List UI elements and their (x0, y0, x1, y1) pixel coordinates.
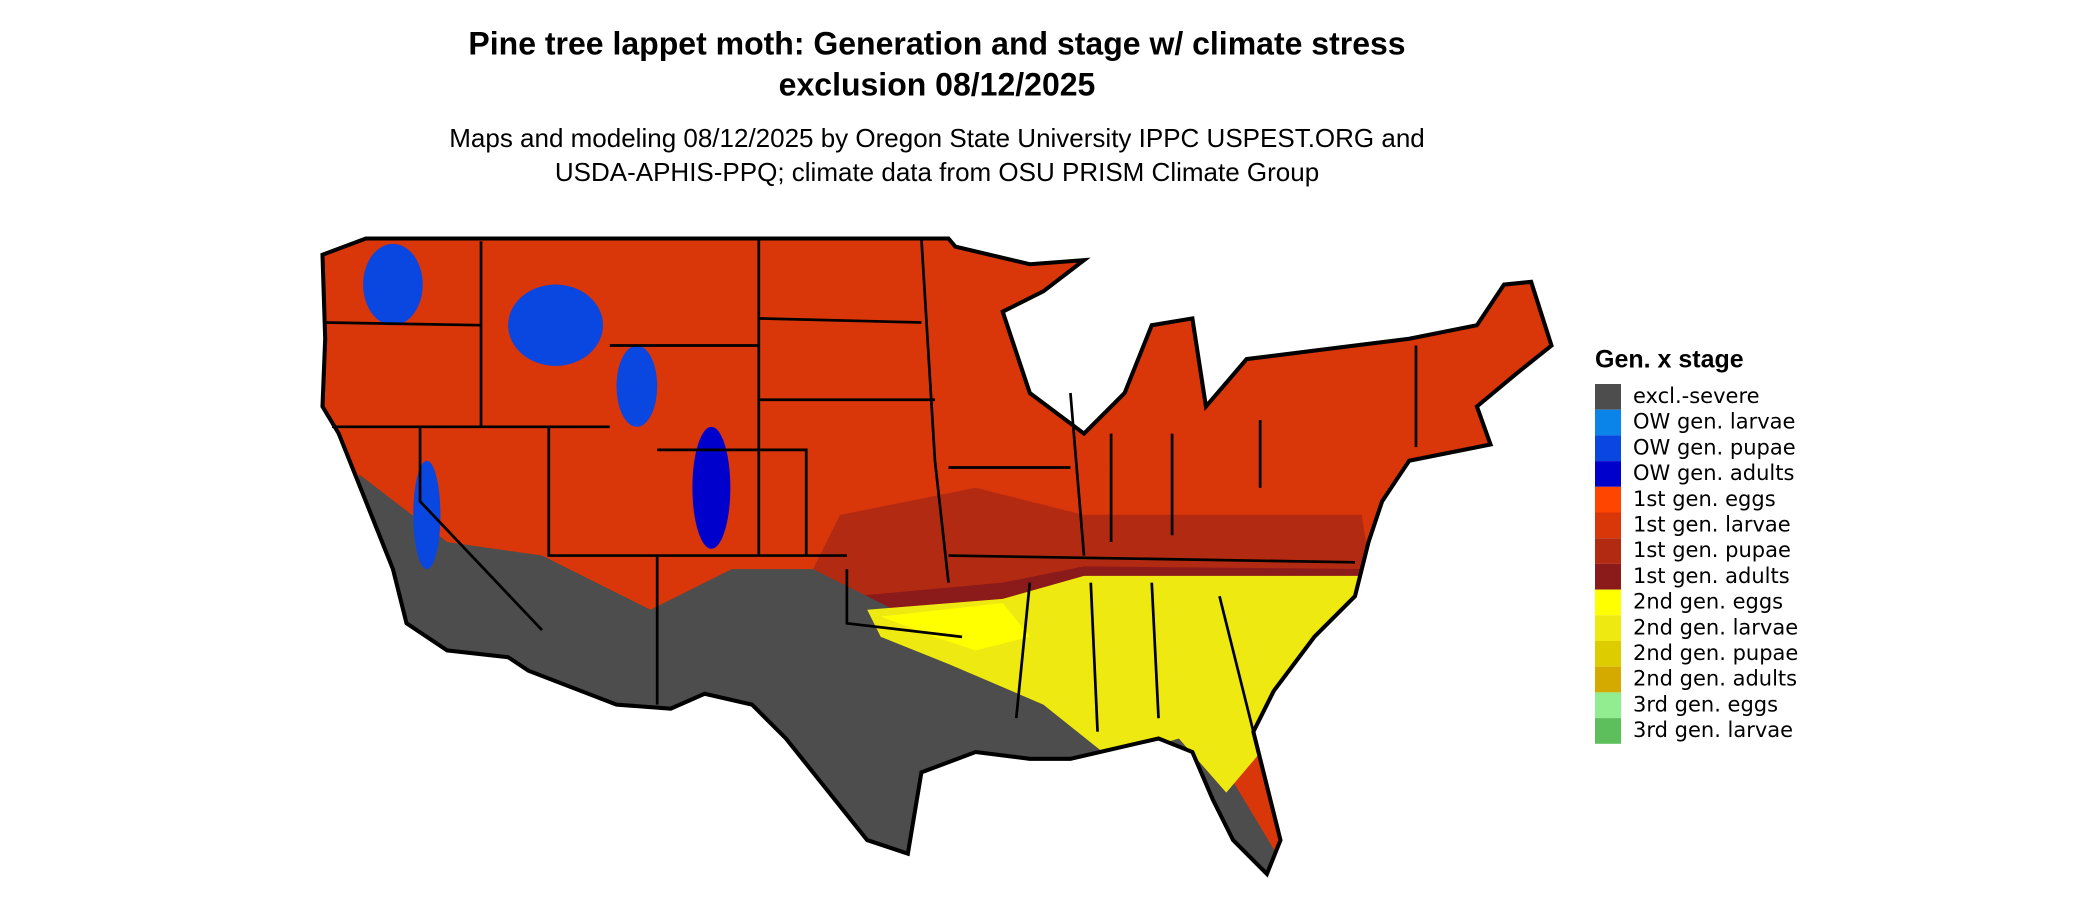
legend-label: 1st gen. larvae (1633, 513, 1791, 537)
region-1st-pupae (813, 487, 1372, 610)
legend-label: OW gen. adults (1633, 461, 1794, 485)
legend-swatch (1595, 512, 1621, 539)
legend-label: 3rd gen. larvae (1633, 718, 1793, 742)
legend-label: 1st gen. adults (1633, 564, 1790, 588)
region-ow-pupae (616, 345, 658, 427)
legend-swatch (1595, 666, 1621, 693)
region-3rd-larvae (1224, 878, 1257, 889)
title-line: Pine tree lappet moth: Generation and st… (468, 25, 1405, 61)
legend-label: 2nd gen. larvae (1633, 615, 1798, 639)
legend-swatch (1595, 435, 1621, 462)
legend-swatch (1595, 538, 1621, 564)
legend-swatch (1595, 563, 1621, 590)
legend-label: excl.-severe (1633, 384, 1760, 408)
region-2nd-eggs (880, 602, 1030, 651)
subtitle-line: USDA-APHIS-PPQ; climate data from OSU PR… (555, 157, 1319, 187)
region-ow-pupae (413, 460, 441, 570)
legend-swatch (1595, 486, 1621, 513)
legend-title: Gen. x stage (1595, 346, 1744, 374)
legend-label: 3rd gen. eggs (1633, 692, 1778, 716)
legend-label: OW gen. larvae (1633, 410, 1795, 434)
legend-label: 1st gen. pupae (1633, 538, 1791, 562)
legend-swatch (1595, 409, 1621, 436)
title-line: exclusion 08/12/2025 (779, 66, 1096, 102)
legend-swatch (1595, 461, 1621, 487)
legend-label: 2nd gen. pupae (1633, 641, 1798, 665)
map (271, 217, 1626, 892)
legend-swatch (1595, 384, 1621, 410)
legend-label: 2nd gen. eggs (1633, 590, 1783, 614)
state-borders (325, 238, 1418, 760)
legend-label: 2nd gen. adults (1633, 667, 1797, 691)
legend-swatch (1595, 589, 1621, 616)
region-ow-pupae (363, 243, 423, 326)
region-ow-pupae (508, 284, 603, 366)
region-ow-adults (692, 426, 731, 549)
legend-swatch (1595, 718, 1621, 744)
legend-label: 1st gen. eggs (1633, 487, 1776, 511)
subtitle-line: Maps and modeling 08/12/2025 by Oregon S… (449, 123, 1425, 153)
legend-label: OW gen. pupae (1633, 435, 1796, 459)
legend-swatch (1595, 641, 1621, 667)
legend-swatch (1595, 615, 1621, 641)
legend-swatch (1595, 692, 1621, 719)
